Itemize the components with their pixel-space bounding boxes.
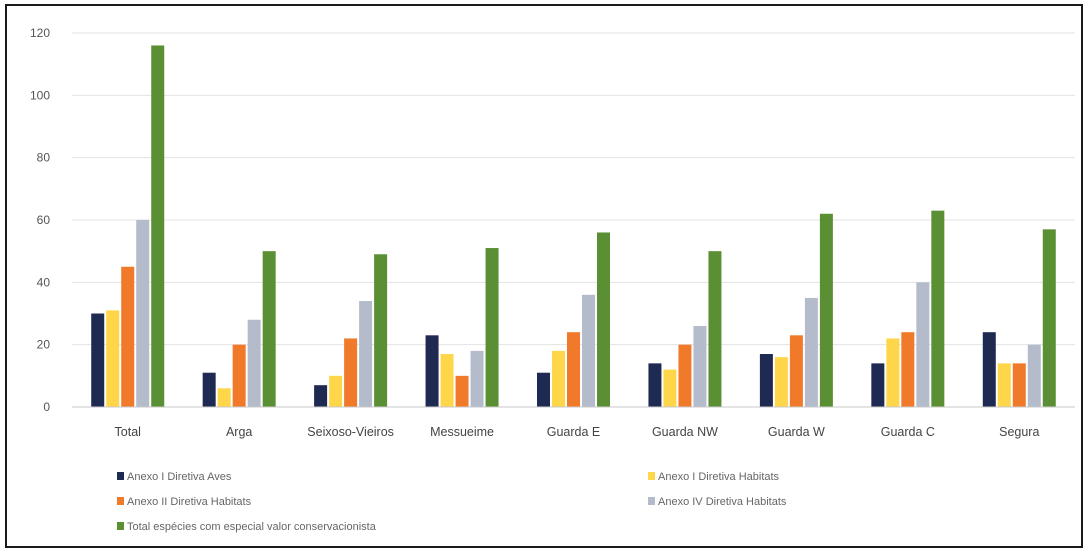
bar xyxy=(91,313,105,407)
bar xyxy=(759,354,773,407)
y-tick-label: 100 xyxy=(30,88,50,102)
bar xyxy=(202,372,216,407)
y-tick-label: 120 xyxy=(30,26,50,40)
legend-label: Anexo I Diretiva Habitats xyxy=(658,471,780,483)
legend-item: Anexo I Diretiva Aves xyxy=(117,471,232,483)
bar xyxy=(982,332,996,407)
bar xyxy=(1027,344,1041,407)
bar xyxy=(997,363,1011,407)
legend: Anexo I Diretiva Aves Anexo I Diretiva Ha… xyxy=(117,471,787,533)
bar xyxy=(455,375,469,407)
bar xyxy=(314,385,328,407)
x-category-label: Segura xyxy=(999,425,1039,439)
bar xyxy=(425,335,439,407)
legend-item: Total espécies com especial valor conser… xyxy=(117,521,377,533)
bar xyxy=(232,344,246,407)
bar xyxy=(789,335,803,407)
bar xyxy=(262,251,276,407)
bar xyxy=(136,220,150,407)
bar xyxy=(329,375,343,407)
bar xyxy=(871,363,885,407)
legend-label: Total espécies com especial valor conser… xyxy=(127,521,377,533)
bar xyxy=(1012,363,1026,407)
bar xyxy=(886,338,900,407)
y-tick-label: 40 xyxy=(37,275,51,289)
bar xyxy=(582,294,595,407)
bar xyxy=(648,363,662,407)
legend-item: Anexo IV Diretiva Habitats xyxy=(648,496,787,508)
x-axis-category-labels: Total Arga Seixoso-Vieiros Messueime Guarda … xyxy=(115,425,1040,439)
x-category-label: Guarda NW xyxy=(652,425,718,439)
y-tick-label: 20 xyxy=(37,338,51,352)
bar xyxy=(597,232,610,407)
y-tick-label: 80 xyxy=(37,151,51,165)
bar xyxy=(1042,229,1056,407)
bar xyxy=(931,210,945,407)
y-tick-label: 60 xyxy=(37,213,51,227)
legend-swatch xyxy=(648,497,655,505)
x-category-label: Guarda W xyxy=(768,425,825,439)
x-category-label: Seixoso-Vieiros xyxy=(307,425,394,439)
legend-swatch xyxy=(117,472,124,480)
bar xyxy=(678,344,692,407)
legend-label: Anexo II Diretiva Habitats xyxy=(127,496,252,508)
legend-swatch xyxy=(648,472,655,480)
chart-frame xyxy=(5,4,1083,548)
y-axis-tick-labels: 0 20 40 60 80 100 120 xyxy=(30,26,50,414)
bar xyxy=(247,319,261,407)
bar xyxy=(708,251,722,407)
bar xyxy=(344,338,358,407)
bar xyxy=(121,266,135,407)
bar xyxy=(804,297,818,407)
x-category-label: Messueime xyxy=(430,425,494,439)
bar xyxy=(663,369,677,407)
bar xyxy=(819,213,833,407)
legend-item: Anexo II Diretiva Habitats xyxy=(117,496,252,508)
bar xyxy=(693,325,707,407)
x-category-label: Total xyxy=(115,425,141,439)
legend-item: Anexo I Diretiva Habitats xyxy=(648,471,780,483)
bars xyxy=(91,45,1056,407)
bar xyxy=(567,332,580,407)
bar xyxy=(359,301,373,407)
bar xyxy=(374,254,388,407)
bar xyxy=(537,372,550,407)
x-category-label: Guarda C xyxy=(881,425,935,439)
bar xyxy=(470,350,484,407)
legend-label: Anexo IV Diretiva Habitats xyxy=(658,496,787,508)
bar xyxy=(485,248,499,407)
bar xyxy=(151,45,165,407)
legend-label: Anexo I Diretiva Aves xyxy=(127,471,232,483)
y-tick-label: 0 xyxy=(43,400,50,414)
bar xyxy=(217,388,231,407)
bar xyxy=(916,282,930,407)
legend-swatch xyxy=(117,522,124,530)
bar xyxy=(440,354,454,407)
x-category-label: Arga xyxy=(226,425,252,439)
bar xyxy=(774,357,788,407)
x-category-label: Guarda E xyxy=(547,425,601,439)
bar xyxy=(552,350,565,407)
bar xyxy=(106,310,120,407)
legend-swatch xyxy=(117,497,124,505)
bar xyxy=(901,332,915,407)
